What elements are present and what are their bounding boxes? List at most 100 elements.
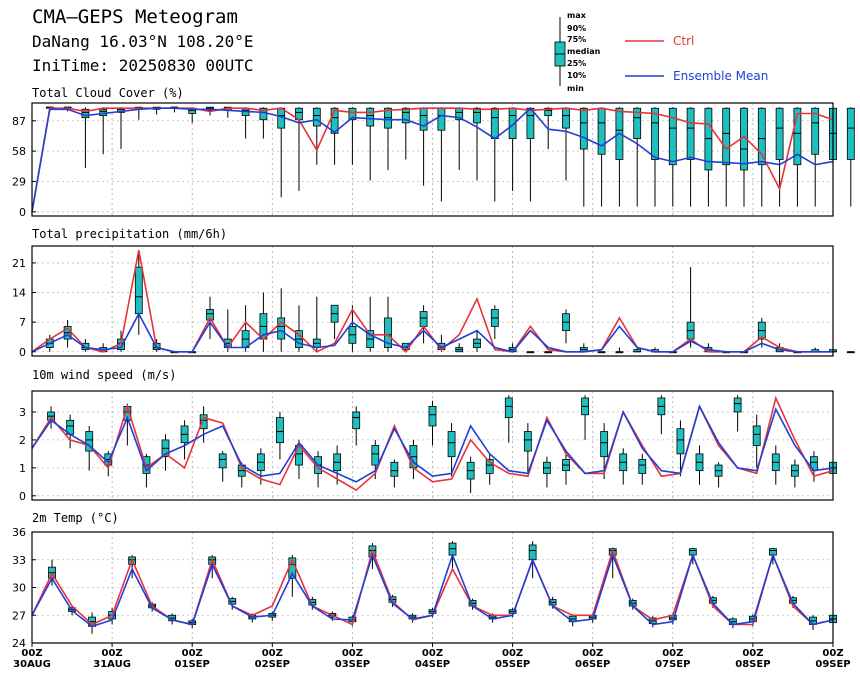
box-iqr bbox=[485, 459, 494, 474]
x-tick-label: 00Z bbox=[342, 648, 363, 659]
box-iqr bbox=[428, 405, 437, 427]
panel-0: Total Cloud Cover (%) 0 29 58 87 bbox=[12, 86, 855, 219]
chart-title: CMA—GEPS Meteogram bbox=[32, 6, 238, 28]
y-tick-label: 14 bbox=[12, 287, 26, 300]
legend-box-label: median bbox=[567, 47, 601, 56]
x-tick-label: 04SEP bbox=[415, 659, 450, 670]
ensemble-mean-line bbox=[31, 552, 834, 628]
box-iqr bbox=[437, 107, 446, 131]
box-iqr bbox=[526, 107, 535, 139]
box-iqr bbox=[419, 311, 428, 327]
legend: max 90% 75% median 25% 10% min Ctrl Ensemble Mea… bbox=[554, 11, 768, 93]
box-iqr bbox=[218, 453, 227, 469]
panel-1: Total precipitation (mm/6h) 0 7 14 21 bbox=[12, 227, 855, 359]
x-tick-label: 09SEP bbox=[815, 659, 850, 670]
y-tick-label: 0 bbox=[19, 346, 26, 359]
legend-mean-label: Ensemble Mean bbox=[673, 69, 768, 83]
location-label: DaNang 16.03°N 108.20°E bbox=[32, 32, 254, 51]
x-tick-label: 00Z bbox=[502, 648, 523, 659]
legend-ctrl-label: Ctrl bbox=[673, 34, 694, 48]
x-tick-label: 07SEP bbox=[655, 659, 690, 670]
box-iqr bbox=[490, 107, 499, 139]
panel-title: Total precipitation (mm/6h) bbox=[32, 227, 227, 241]
box-iqr bbox=[633, 107, 642, 139]
legend-box-label: max bbox=[567, 11, 587, 20]
y-tick-label: 24 bbox=[12, 637, 26, 650]
box-iqr bbox=[846, 107, 855, 160]
box-iqr bbox=[384, 107, 392, 129]
panel-title: 2m Temp (°C) bbox=[32, 511, 119, 525]
box-iqr bbox=[276, 417, 284, 444]
box-iqr bbox=[579, 107, 588, 150]
box-iqr bbox=[85, 431, 94, 452]
box-iqr bbox=[277, 317, 286, 340]
box-iqr bbox=[348, 107, 357, 121]
panel-2: 10m wind speed (m/s) 0 1 2 3 bbox=[19, 368, 837, 503]
y-tick-label: 58 bbox=[12, 145, 26, 158]
x-tick-label: 02SEP bbox=[255, 659, 290, 670]
box-iqr bbox=[544, 107, 553, 116]
box-iqr bbox=[704, 107, 713, 171]
box-iqr bbox=[752, 425, 761, 446]
x-tick-label: 30AUG bbox=[13, 659, 51, 670]
x-tick-label: 06SEP bbox=[575, 659, 610, 670]
box-iqr bbox=[676, 428, 685, 455]
box-iqr bbox=[419, 107, 428, 131]
y-tick-label: 7 bbox=[19, 316, 26, 329]
legend-box-label: 90% bbox=[567, 24, 586, 33]
box-iqr bbox=[504, 397, 513, 418]
x-tick-label: 01SEP bbox=[175, 659, 210, 670]
box-iqr bbox=[775, 107, 784, 160]
panel-frame bbox=[31, 390, 834, 501]
panel-frame bbox=[31, 102, 834, 217]
legend-box-label: 10% bbox=[567, 71, 586, 80]
box-iqr bbox=[81, 108, 90, 119]
box-iqr bbox=[134, 266, 143, 315]
box-iqr bbox=[638, 459, 647, 474]
y-tick-label: 30 bbox=[12, 582, 26, 595]
box-iqr bbox=[401, 107, 410, 124]
ensemble-mean-line bbox=[31, 404, 834, 483]
x-tick-label: 05SEP bbox=[495, 659, 530, 670]
panel-title: 10m wind speed (m/s) bbox=[32, 368, 177, 382]
box-iqr bbox=[562, 107, 570, 129]
ensemble-mean-line bbox=[31, 311, 833, 353]
y-tick-label: 0 bbox=[19, 206, 26, 219]
x-tick-label: 00Z bbox=[262, 648, 283, 659]
x-tick-label: 08SEP bbox=[735, 659, 770, 670]
x-tick-label: 00Z bbox=[662, 648, 683, 659]
box-iqr bbox=[528, 544, 537, 561]
x-tick-label: 00Z bbox=[182, 648, 203, 659]
y-tick-label: 27 bbox=[12, 609, 26, 622]
x-tick-label: 00Z bbox=[21, 648, 42, 659]
y-tick-label: 33 bbox=[12, 554, 26, 567]
legend-box-label: 75% bbox=[567, 35, 586, 44]
box-iqr bbox=[206, 309, 214, 321]
box-iqr bbox=[199, 414, 208, 430]
y-tick-label: 36 bbox=[12, 526, 26, 539]
legend-box-label: 25% bbox=[567, 59, 586, 68]
legend-box-label: min bbox=[567, 84, 584, 93]
box-iqr bbox=[811, 107, 820, 155]
box-iqr bbox=[651, 107, 659, 160]
x-tick-label: 00Z bbox=[102, 648, 123, 659]
y-tick-label: 1 bbox=[19, 462, 26, 475]
x-tick-label: 00Z bbox=[742, 648, 763, 659]
y-tick-label: 0 bbox=[19, 490, 26, 503]
box-iqr bbox=[366, 107, 375, 127]
panel-title: Total Cloud Cover (%) bbox=[32, 86, 184, 100]
x-tick-label: 03SEP bbox=[335, 659, 370, 670]
y-tick-label: 3 bbox=[19, 406, 26, 419]
y-tick-label: 21 bbox=[12, 257, 26, 270]
x-tick-label: 00Z bbox=[422, 648, 443, 659]
y-tick-label: 29 bbox=[12, 175, 26, 188]
box-iqr bbox=[686, 107, 695, 160]
x-tick-label: 00Z bbox=[582, 648, 603, 659]
box-iqr bbox=[371, 445, 380, 466]
panel-3: 2m Temp (°C) 24 27 30 33 36 bbox=[12, 511, 837, 650]
box-iqr bbox=[447, 431, 456, 458]
ensemble-mean-line bbox=[31, 107, 834, 212]
y-tick-label: 2 bbox=[19, 434, 26, 447]
panel-frame bbox=[31, 245, 834, 357]
